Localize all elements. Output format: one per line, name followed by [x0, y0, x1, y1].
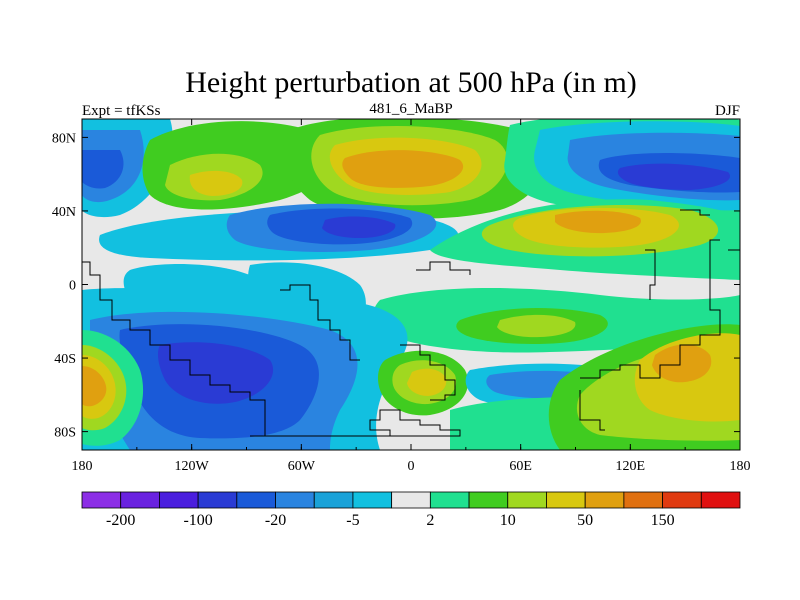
colorbar-swatch: [391, 491, 431, 509]
colorbar-swatch: [546, 491, 586, 509]
contour-ml-indigo: [322, 216, 396, 238]
colorbar-swatch: [662, 491, 702, 509]
experiment-label: Expt = tfKSs: [82, 103, 161, 119]
contour-trop-lime: [497, 314, 576, 338]
y-tick-label: 80N: [52, 131, 76, 146]
y-tick-label: 80S: [54, 426, 76, 441]
x-tick-label: 180: [72, 459, 93, 474]
y-tick-label: 40S: [54, 352, 76, 367]
colorbar-swatch: [159, 491, 199, 509]
coastline-australia: [580, 239, 721, 379]
x-tick-label: 180: [730, 459, 751, 474]
y-axis: 80N 40N 0 40S 80S: [52, 131, 740, 441]
y-tick-label: 0: [69, 279, 76, 294]
y-tick-label: 40N: [52, 205, 76, 220]
contour-sie-orange: [652, 344, 712, 383]
contour-sp-indigo: [157, 342, 274, 404]
colorbar-swatch: [120, 491, 160, 509]
colorbar: -200 -100 -20 -5 2 10 50 150: [81, 491, 741, 529]
colorbar-label: -20: [265, 512, 286, 529]
chart-title: Height perturbation at 500 hPa (in m): [185, 66, 637, 99]
coastline-antarctica: [250, 409, 461, 437]
colorbar-label: 10: [500, 512, 516, 529]
contour-sib-indigo: [617, 163, 731, 190]
coastline-south-america: [280, 284, 360, 361]
contour-na-yellow: [189, 170, 243, 196]
colorbar-label: -5: [346, 512, 359, 529]
colorbar-label: -200: [106, 512, 135, 529]
colorbar-swatch: [623, 491, 663, 509]
colorbar-swatch: [468, 491, 509, 509]
coastline-europe: [416, 261, 471, 275]
colorbar-label: 2: [426, 512, 434, 529]
colorbar-label: 150: [651, 512, 675, 529]
contour-sa-yellow: [407, 368, 447, 396]
colorbar-swatch: [197, 491, 238, 509]
run-label: 481_6_MaBP: [369, 101, 452, 117]
colorbar-swatch: [507, 491, 547, 509]
contour-as-orange: [555, 210, 641, 234]
height-field: [82, 119, 740, 450]
colorbar-label: -100: [183, 512, 212, 529]
colorbar-swatch: [352, 491, 393, 509]
x-tick-label: 60E: [509, 459, 532, 474]
x-tick-label: 120E: [616, 459, 646, 474]
colorbar-swatch: [700, 491, 741, 509]
contour-np-darkblue: [82, 150, 124, 189]
colorbar-label: 50: [577, 512, 593, 529]
contour-spw-orange: [82, 366, 107, 407]
coastline-greenland: [680, 209, 710, 216]
season-label: DJF: [715, 103, 740, 119]
coastline-antarctica-east: [579, 390, 605, 431]
x-axis: 180 120W 60W 0 60E 120E 180: [72, 119, 751, 474]
colorbar-swatch: [275, 491, 315, 509]
colorbar-swatch: [81, 491, 122, 509]
x-tick-label: 120W: [175, 459, 210, 474]
contour-atl-orange: [342, 150, 464, 188]
x-tick-label: 60W: [288, 459, 316, 474]
coastlines: [82, 209, 740, 437]
coastline-asia: [645, 249, 656, 300]
colorbar-swatch: [584, 491, 625, 509]
colorbar-swatch: [429, 491, 470, 509]
colorbar-swatch: [236, 491, 276, 509]
coastline-africa: [400, 344, 456, 401]
colorbar-swatch: [313, 491, 354, 509]
x-tick-label: 0: [408, 459, 415, 474]
coastline-north-america: [82, 261, 266, 437]
